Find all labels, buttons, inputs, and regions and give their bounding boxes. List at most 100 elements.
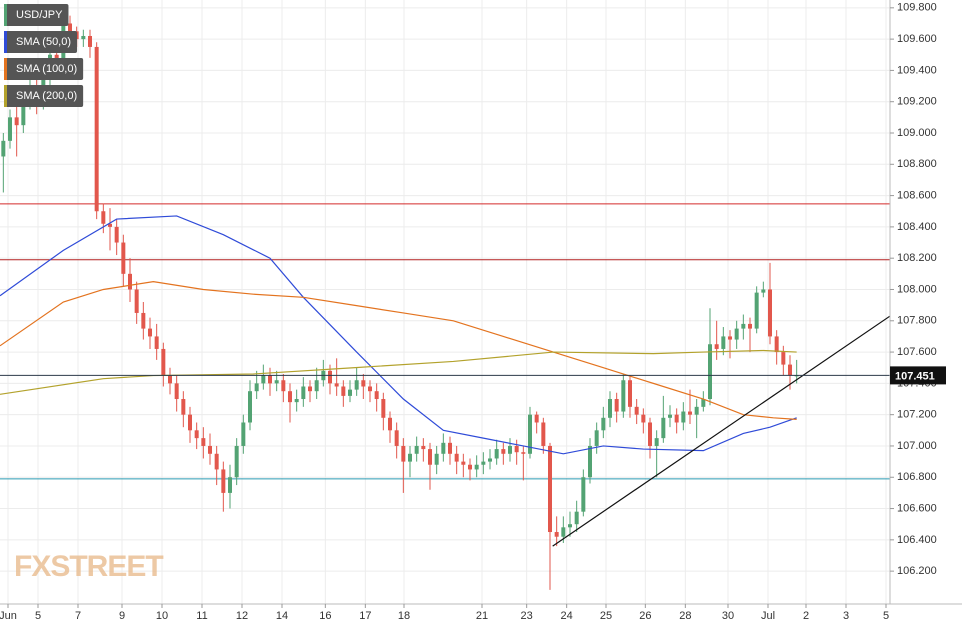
candle-body bbox=[288, 391, 292, 403]
candle-body bbox=[128, 273, 132, 290]
x-tick-label: 9 bbox=[119, 610, 125, 622]
x-tick-label: 3 bbox=[843, 610, 849, 622]
y-tick-label: 109.800 bbox=[897, 2, 937, 14]
candle-body bbox=[201, 438, 206, 446]
y-tick-label: 107.600 bbox=[897, 346, 937, 358]
y-tick-label: 109.400 bbox=[897, 64, 937, 76]
x-tick-label: 18 bbox=[398, 610, 410, 622]
candle-body bbox=[634, 406, 639, 415]
x-tick-label: Jul bbox=[761, 610, 775, 622]
candle-body bbox=[621, 380, 626, 412]
candle-body bbox=[88, 35, 92, 47]
y-tick-label: 109.600 bbox=[897, 33, 937, 45]
candle-body bbox=[174, 383, 179, 400]
y-tick-label: 106.200 bbox=[897, 565, 937, 577]
candle-body bbox=[448, 442, 452, 454]
candle-body bbox=[541, 422, 546, 446]
candle-body bbox=[628, 380, 632, 407]
candle-body bbox=[341, 386, 346, 396]
candle-body bbox=[681, 411, 686, 423]
candle-body bbox=[334, 383, 339, 387]
candle-body bbox=[461, 461, 466, 465]
candle-body bbox=[554, 532, 559, 537]
y-tick-label: 107.800 bbox=[897, 315, 937, 327]
legend-label: SMA (50,0) bbox=[16, 36, 71, 48]
candle-body bbox=[194, 430, 199, 439]
price-tag-label: 107.451 bbox=[895, 370, 935, 382]
x-tick-label: 30 bbox=[722, 610, 734, 622]
candle-body bbox=[701, 399, 706, 407]
candle-body bbox=[488, 458, 492, 462]
candle-body bbox=[441, 442, 446, 454]
candle-body bbox=[221, 469, 226, 493]
candle-body bbox=[161, 348, 166, 376]
grid bbox=[0, 0, 890, 604]
candle-body bbox=[468, 464, 472, 470]
candle-body bbox=[508, 445, 512, 454]
candle-body bbox=[94, 46, 99, 212]
candle-body bbox=[728, 336, 732, 340]
candle-body bbox=[141, 312, 146, 329]
candle-body bbox=[594, 430, 599, 446]
candle-body bbox=[14, 117, 19, 126]
candle-body bbox=[308, 386, 312, 392]
x-tick-label: 7 bbox=[75, 610, 81, 622]
legend-label: SMA (100,0) bbox=[16, 63, 77, 75]
candle-body bbox=[494, 449, 499, 459]
candle-body bbox=[761, 289, 766, 293]
legend-swatch bbox=[4, 31, 7, 53]
candle-body bbox=[214, 453, 219, 470]
candle-body bbox=[361, 380, 366, 387]
candle-body bbox=[241, 422, 246, 446]
candle-body bbox=[734, 328, 739, 340]
sma-line bbox=[0, 215, 797, 455]
candle-body bbox=[274, 380, 279, 384]
candle-body bbox=[388, 417, 392, 431]
y-tick-label: 108.400 bbox=[897, 221, 937, 233]
candle-body bbox=[561, 527, 566, 537]
legend-box bbox=[4, 4, 69, 26]
y-tick-label: 109.000 bbox=[897, 127, 937, 139]
x-tick-label: 2 bbox=[803, 610, 809, 622]
candle-body bbox=[768, 289, 772, 337]
x-tick-label: 21 bbox=[476, 610, 488, 622]
candle-body bbox=[1, 140, 6, 157]
legend-box bbox=[4, 31, 78, 53]
candle-body bbox=[394, 430, 399, 446]
candle-body bbox=[661, 417, 666, 439]
candle-body bbox=[708, 344, 712, 400]
sma-line bbox=[0, 281, 797, 420]
candle-body bbox=[528, 414, 532, 454]
candle-body bbox=[694, 406, 699, 415]
candle-body bbox=[534, 414, 539, 423]
candle-body bbox=[748, 323, 752, 329]
candle-body bbox=[788, 364, 792, 376]
candle-body bbox=[281, 380, 286, 392]
candle-body bbox=[668, 414, 672, 418]
y-tick-label: 107.000 bbox=[897, 440, 937, 452]
candle-body bbox=[774, 336, 779, 353]
candle-body bbox=[408, 453, 412, 462]
candle-body bbox=[268, 375, 272, 384]
x-tick-label: 17 bbox=[359, 610, 371, 622]
legend-label: SMA (200,0) bbox=[16, 90, 77, 102]
x-tick-label: 24 bbox=[561, 610, 573, 622]
y-tick-label: 108.600 bbox=[897, 190, 937, 202]
candle-body bbox=[374, 391, 379, 400]
candle-body bbox=[501, 449, 506, 454]
candle-body bbox=[148, 328, 152, 337]
x-tick-label: 25 bbox=[600, 610, 612, 622]
candle-body bbox=[368, 386, 372, 392]
candle-body bbox=[548, 445, 552, 533]
trendline bbox=[552, 315, 891, 547]
x-tick-label: 5 bbox=[883, 610, 889, 622]
candle-body bbox=[641, 414, 646, 423]
candle-body bbox=[414, 445, 419, 454]
x-tick-label: 16 bbox=[319, 610, 331, 622]
legend-label: USD/JPY bbox=[16, 9, 63, 21]
candle-body bbox=[648, 422, 652, 446]
y-tick-label: 107.200 bbox=[897, 409, 937, 421]
sma-line bbox=[0, 349, 797, 395]
y-tick-label: 106.800 bbox=[897, 471, 937, 483]
